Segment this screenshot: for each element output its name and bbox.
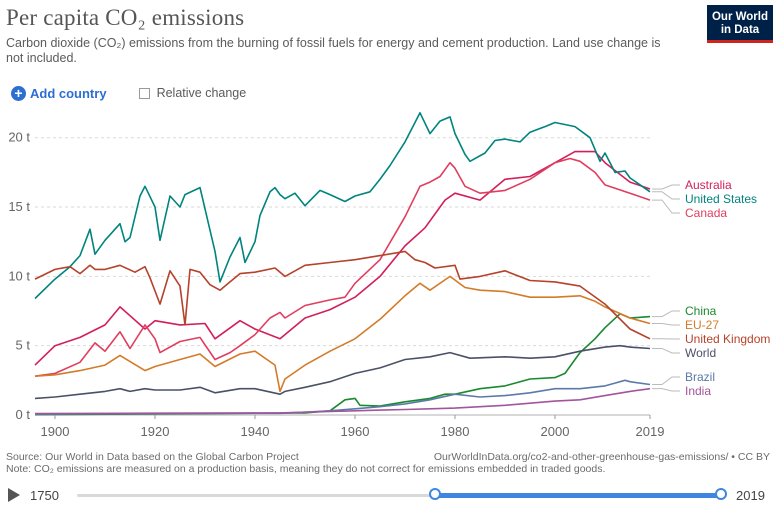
x-tick-label: 1920 — [141, 424, 170, 439]
series-line-united-kingdom[interactable] — [34, 250, 651, 340]
series-line-united-states[interactable] — [34, 111, 651, 300]
chart-subtitle: Carbon dioxide (CO₂) emissions from the … — [6, 36, 661, 65]
logo-line2: in Data — [720, 24, 760, 36]
relative-change-checkbox[interactable] — [138, 87, 150, 99]
y-tick-label: 15 t — [8, 199, 30, 214]
add-country-label: Add country — [30, 85, 107, 101]
legend-label-canada[interactable]: Canada — [685, 206, 727, 220]
timeline: 1750 2019 — [0, 484, 782, 508]
source-url[interactable]: OurWorldInData.org/co2-and-other-greenho… — [433, 451, 770, 463]
series-line-china[interactable] — [34, 313, 651, 416]
legend-label-eu-27[interactable]: EU-27 — [685, 318, 719, 332]
note-text: Note: CO₂ emissions are measured on a pr… — [6, 463, 606, 475]
logo-line1: Our World — [711, 11, 768, 23]
x-tick-label: 1980 — [441, 424, 470, 439]
add-country-button[interactable]: + Add country — [11, 85, 107, 101]
series-lines — [34, 111, 651, 416]
series-line-eu-27[interactable] — [34, 275, 651, 393]
y-tick-label: 0 t — [16, 407, 31, 422]
timeline-start-label: 1750 — [30, 488, 59, 503]
relative-change-toggle[interactable]: Relative change — [138, 86, 247, 100]
series-line-brazil[interactable] — [34, 379, 651, 416]
axes: 0 t 5 t 10 t 15 t 20 t 1900 1920 1940 1960 1980 20… — [8, 130, 664, 439]
legend-label-china[interactable]: China — [685, 304, 717, 318]
legend-label-india[interactable]: India — [685, 384, 711, 398]
logo-accent-bar — [707, 40, 773, 43]
legend-label-united-states[interactable]: United States — [685, 192, 757, 206]
legend-label-australia[interactable]: Australia — [685, 178, 732, 192]
series-line-australia[interactable] — [34, 150, 651, 366]
x-tick-label: 2019 — [636, 424, 665, 439]
legend-connector — [652, 376, 680, 385]
play-icon[interactable] — [8, 488, 20, 502]
legend-label-brazil[interactable]: Brazil — [685, 370, 715, 384]
timeline-end-label: 2019 — [736, 488, 765, 503]
chart-controls: + Add country Relative change — [11, 83, 246, 103]
timeline-start-handle[interactable] — [429, 488, 441, 500]
x-tick-label: 1960 — [341, 424, 370, 439]
legend-connector — [652, 184, 680, 190]
chart-title: Per capita CO₂ emissions — [6, 5, 245, 30]
relative-change-label: Relative change — [156, 86, 247, 100]
owid-logo[interactable]: Our World in Data — [707, 5, 773, 43]
x-tick-label: 2000 — [541, 424, 570, 439]
grid — [35, 137, 650, 416]
legend-connector — [652, 199, 680, 214]
legend-label-world[interactable]: World — [685, 346, 716, 360]
legend-connector — [652, 191, 680, 200]
legend-label-united-kingdom[interactable]: United Kingdom — [685, 332, 770, 346]
y-tick-label: 5 t — [16, 338, 31, 353]
series-line-world[interactable] — [34, 344, 651, 400]
timeline-selected-range — [435, 493, 721, 498]
x-tick-label: 1900 — [41, 424, 70, 439]
plus-circle-icon: + — [11, 85, 26, 101]
series-line-canada[interactable] — [34, 157, 651, 377]
legend-connector — [652, 310, 680, 318]
timeline-end-handle[interactable] — [715, 488, 727, 500]
y-tick-label: 10 t — [8, 268, 30, 283]
line-chart: 0 t 5 t 10 t 15 t 20 t 1900 1920 1940 1960 1980 20… — [8, 111, 770, 439]
legend-connector — [652, 388, 680, 392]
source-text: Source: Our World in Data based on the G… — [6, 451, 299, 463]
x-tick-label: 1940 — [241, 424, 270, 439]
series-line-india[interactable] — [34, 387, 651, 415]
y-tick-label: 20 t — [8, 130, 30, 145]
timeline-track[interactable] — [77, 494, 722, 497]
legend-connector — [652, 323, 680, 326]
legend-connector — [652, 347, 680, 354]
